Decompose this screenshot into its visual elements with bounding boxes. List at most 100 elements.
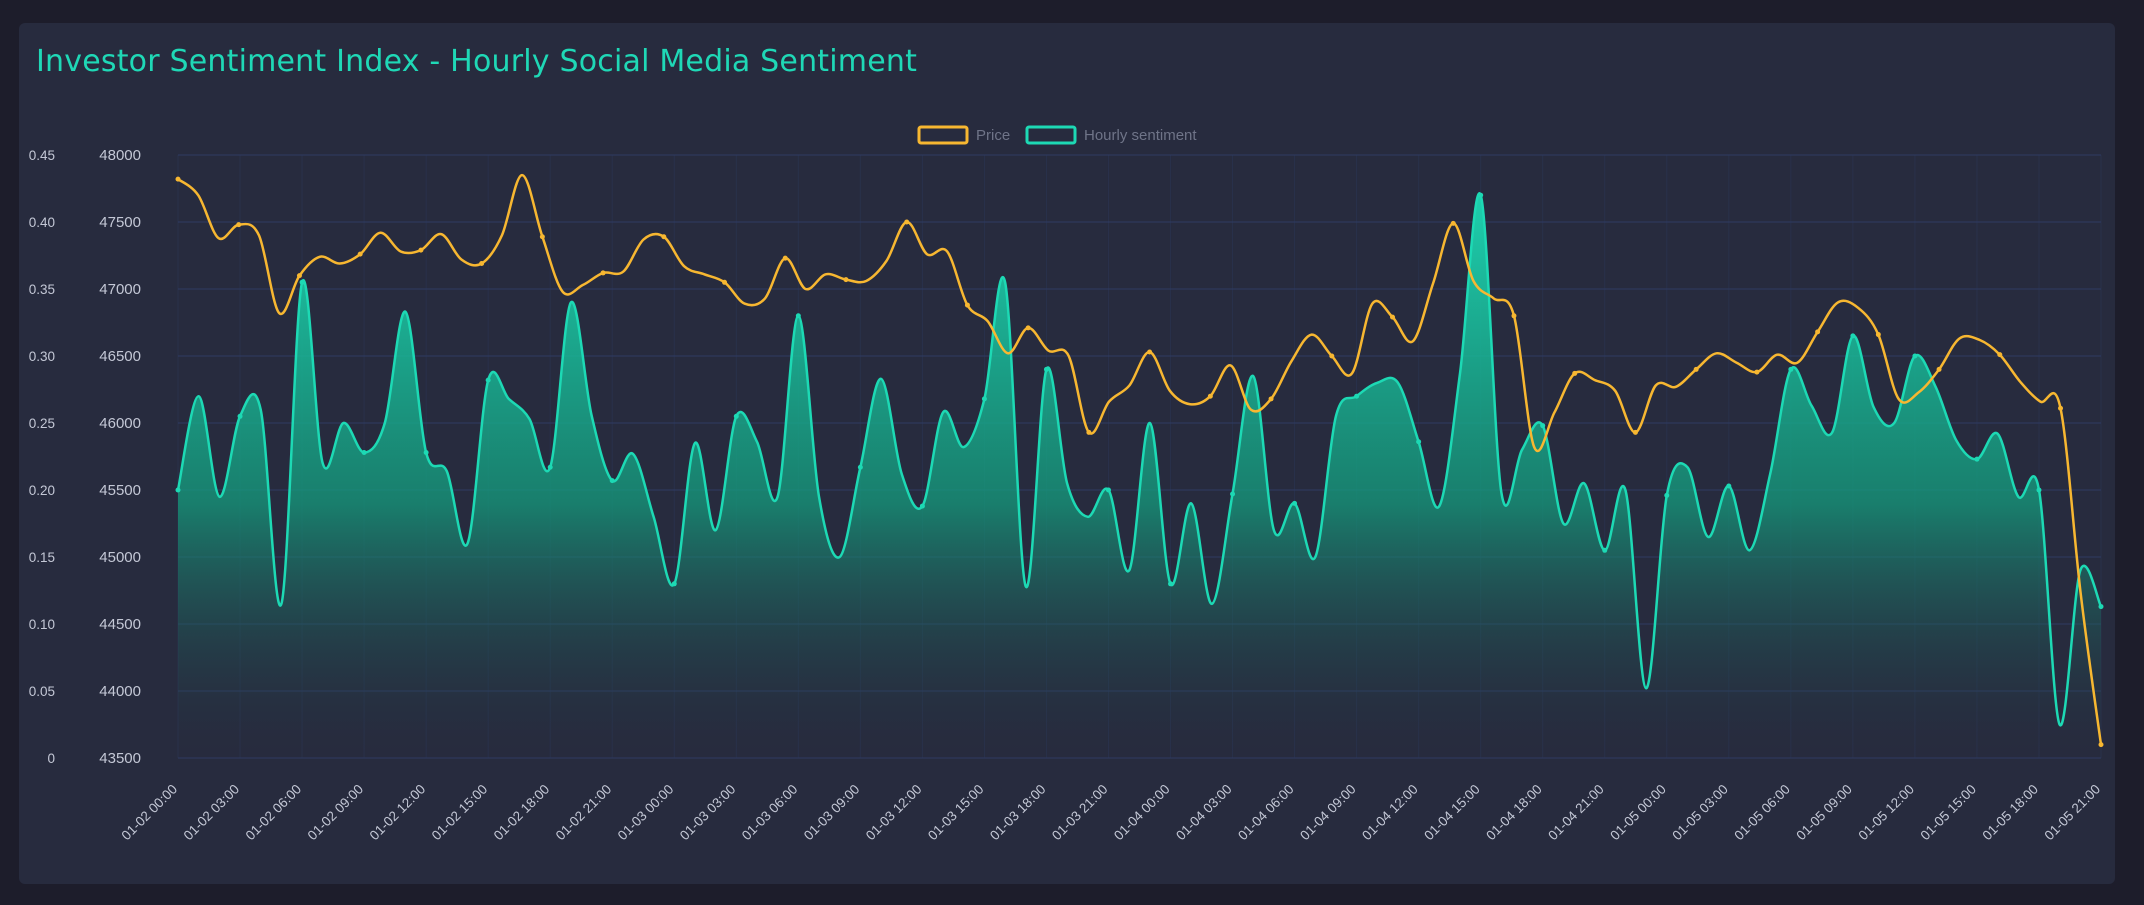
sentiment-point[interactable] bbox=[857, 464, 863, 470]
x-tick-label: 01-03 00:00 bbox=[615, 782, 677, 844]
sentiment-point[interactable] bbox=[2036, 487, 2042, 493]
y-left-tick-label: 0.30 bbox=[29, 349, 55, 364]
sentiment-point[interactable] bbox=[1726, 483, 1732, 489]
price-point[interactable] bbox=[1632, 429, 1638, 435]
price-point[interactable] bbox=[1815, 329, 1821, 335]
price-point[interactable] bbox=[1207, 393, 1213, 399]
y-right-tick-label: 47000 bbox=[99, 281, 141, 298]
price-point[interactable] bbox=[1572, 370, 1578, 376]
price-point[interactable] bbox=[1390, 314, 1396, 320]
sentiment-point[interactable] bbox=[361, 449, 367, 455]
y-right-tick-label: 45000 bbox=[99, 549, 141, 566]
sentiment-point[interactable] bbox=[795, 313, 801, 319]
y-right-tick-label: 46000 bbox=[99, 415, 141, 432]
sentiment-point[interactable] bbox=[1788, 366, 1794, 372]
sentiment-point[interactable] bbox=[175, 487, 181, 493]
sentiment-point[interactable] bbox=[609, 478, 615, 484]
x-tick-label: 01-03 21:00 bbox=[1049, 782, 1111, 844]
price-point[interactable] bbox=[296, 273, 302, 279]
price-point[interactable] bbox=[964, 302, 970, 308]
sentiment-point[interactable] bbox=[485, 377, 491, 383]
sentiment-point[interactable] bbox=[423, 449, 429, 455]
price-point[interactable] bbox=[600, 270, 606, 276]
price-point[interactable] bbox=[782, 255, 788, 261]
sentiment-point[interactable] bbox=[1850, 333, 1856, 339]
x-tick-label: 01-02 21:00 bbox=[553, 782, 615, 844]
sentiment-line bbox=[176, 192, 2103, 727]
price-point[interactable] bbox=[236, 222, 242, 228]
sentiment-point[interactable] bbox=[919, 503, 925, 509]
sentiment-area bbox=[178, 193, 2101, 758]
price-point[interactable] bbox=[722, 279, 728, 285]
y-right-tick-label: 43500 bbox=[99, 750, 141, 767]
price-point[interactable] bbox=[1025, 325, 1031, 331]
price-point[interactable] bbox=[1693, 366, 1699, 372]
price-point[interactable] bbox=[661, 234, 667, 240]
price-point[interactable] bbox=[1450, 220, 1456, 226]
sentiment-point[interactable] bbox=[1168, 581, 1174, 587]
x-tick-label: 01-05 06:00 bbox=[1731, 782, 1793, 844]
price-point[interactable] bbox=[175, 176, 181, 182]
legend-item-sentiment[interactable]: Hourly sentiment bbox=[1025, 125, 1197, 145]
chart-title: Investor Sentiment Index - Hourly Social… bbox=[36, 44, 918, 79]
sentiment-point[interactable] bbox=[299, 279, 305, 285]
x-tick-label: 01-02 06:00 bbox=[243, 782, 305, 844]
price-point[interactable] bbox=[1754, 369, 1760, 375]
y-left-tick-label: 0.10 bbox=[29, 617, 55, 632]
x-tick-label: 01-03 15:00 bbox=[925, 782, 987, 844]
series-points bbox=[175, 176, 2104, 748]
series-lines bbox=[176, 173, 2103, 745]
price-point[interactable] bbox=[904, 219, 910, 225]
x-tick-label: 01-05 00:00 bbox=[1607, 782, 1669, 844]
sentiment-point[interactable] bbox=[1230, 491, 1236, 497]
sentiment-point[interactable] bbox=[547, 464, 553, 470]
sentiment-point[interactable] bbox=[1540, 423, 1546, 429]
x-tick-label: 01-03 09:00 bbox=[801, 782, 863, 844]
price-point[interactable] bbox=[2098, 742, 2104, 748]
price-point[interactable] bbox=[843, 277, 849, 283]
sentiment-point[interactable] bbox=[1043, 366, 1049, 372]
x-tick-label: 01-05 18:00 bbox=[1980, 782, 2042, 844]
legend: Price Hourly sentiment bbox=[917, 125, 1197, 145]
price-point[interactable] bbox=[539, 234, 545, 240]
price-point[interactable] bbox=[1086, 429, 1092, 435]
sentiment-point[interactable] bbox=[237, 413, 243, 419]
x-tick-label: 01-03 12:00 bbox=[863, 782, 925, 844]
sentiment-point[interactable] bbox=[1478, 192, 1484, 198]
x-tick-label: 01-03 18:00 bbox=[987, 782, 1049, 844]
sentiment-point[interactable] bbox=[671, 581, 677, 587]
price-point[interactable] bbox=[1511, 313, 1517, 319]
y-right-tick-label: 47500 bbox=[99, 214, 141, 231]
sentiment-point[interactable] bbox=[733, 413, 739, 419]
sentiment-point[interactable] bbox=[1105, 487, 1111, 493]
sentiment-point[interactable] bbox=[1416, 439, 1422, 445]
price-point[interactable] bbox=[1268, 396, 1274, 402]
sentiment-point[interactable] bbox=[1292, 500, 1298, 506]
y-left-tick-label: 0.15 bbox=[29, 550, 55, 565]
y-left-tick-label: 0 bbox=[47, 751, 55, 766]
y-right-tick-label: 48000 bbox=[99, 147, 141, 164]
y-left-tick-label: 0.05 bbox=[29, 684, 55, 699]
sentiment-point[interactable] bbox=[1602, 547, 1608, 553]
x-tick-label: 01-04 09:00 bbox=[1297, 782, 1359, 844]
sentiment-point[interactable] bbox=[981, 396, 987, 402]
x-tick-label: 01-02 18:00 bbox=[491, 782, 553, 844]
price-point[interactable] bbox=[1329, 353, 1335, 359]
price-point[interactable] bbox=[357, 251, 363, 257]
y-left-tick-label: 0.20 bbox=[29, 483, 55, 498]
sentiment-point[interactable] bbox=[1912, 353, 1918, 359]
price-point[interactable] bbox=[1936, 366, 1942, 372]
legend-item-price[interactable]: Price bbox=[917, 125, 1010, 145]
x-tick-label: 01-03 06:00 bbox=[739, 782, 801, 844]
sentiment-point[interactable] bbox=[1974, 456, 1980, 462]
price-point[interactable] bbox=[418, 247, 424, 253]
price-point[interactable] bbox=[1147, 349, 1153, 355]
x-tick-label: 01-02 00:00 bbox=[119, 782, 181, 844]
price-point[interactable] bbox=[479, 261, 485, 267]
price-point[interactable] bbox=[1875, 332, 1881, 338]
sentiment-point[interactable] bbox=[1354, 393, 1360, 399]
sentiment-point[interactable] bbox=[2098, 604, 2104, 610]
price-point[interactable] bbox=[2058, 405, 2064, 411]
sentiment-point[interactable] bbox=[1664, 492, 1670, 498]
price-point[interactable] bbox=[1997, 352, 2003, 358]
